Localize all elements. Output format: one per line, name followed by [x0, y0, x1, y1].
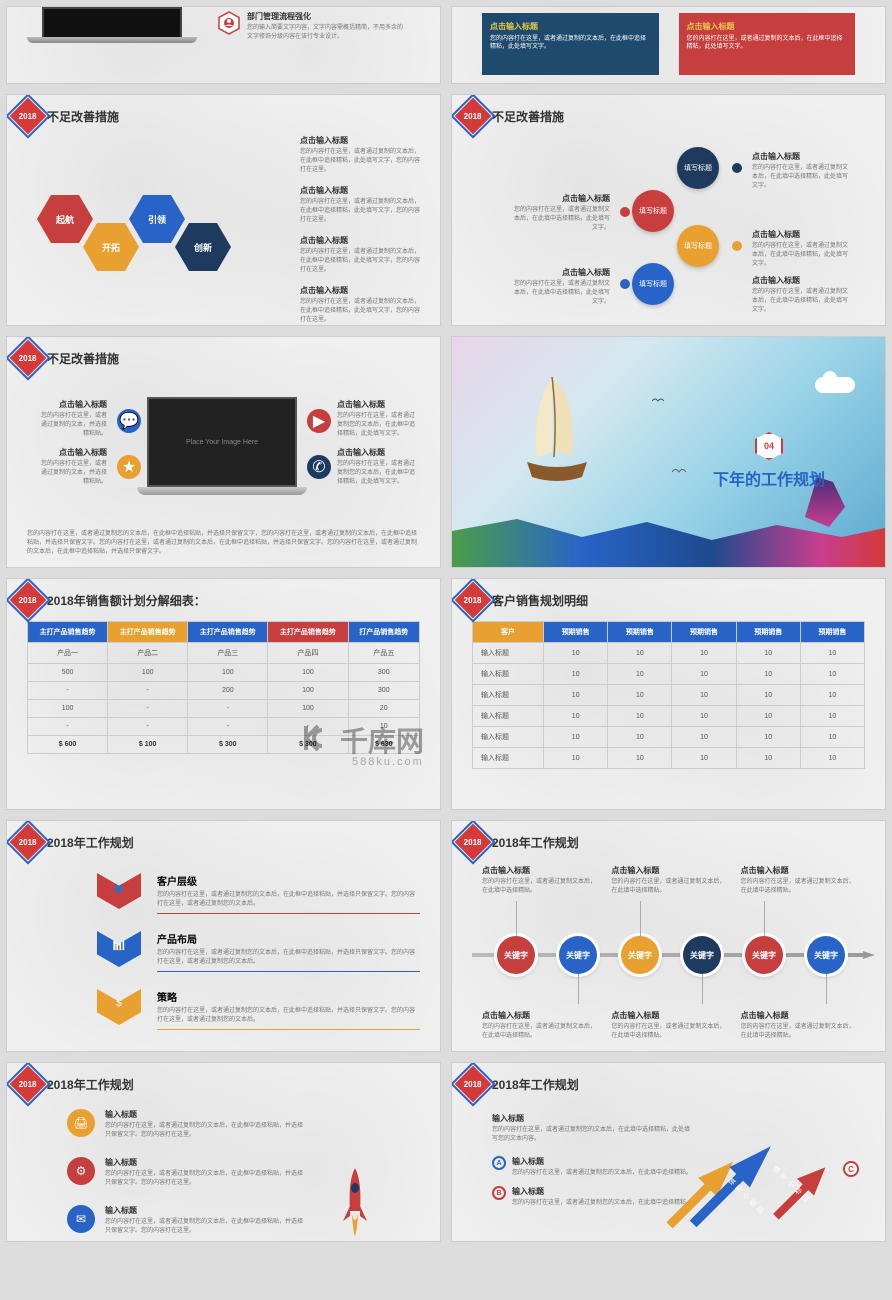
timeline-node: 关键字 [497, 936, 535, 974]
phone-icon: ✆ [307, 455, 331, 479]
table-header: 主打产品销售趋势 [188, 622, 268, 643]
table-header: 主打产品销售趋势 [268, 622, 348, 643]
table-row: 输入标题1010101010 [473, 685, 865, 706]
table-row: 输入标题1010101010 [473, 748, 865, 769]
timeline-node: 关键字 [559, 936, 597, 974]
timeline-node: 关键字 [807, 936, 845, 974]
circle-icon: ✉ [67, 1205, 95, 1233]
slide-7: 20182018年销售额计划分解细表： 主打产品销售趋势主打产品销售趋势主打产品… [6, 578, 441, 810]
slide-11: 20182018年工作规划 🖨输入标题您的内容打在这里，或者通过复制您的文本后，… [6, 1062, 441, 1242]
slide-12: 20182018年工作规划 输入标题您的内容打在这里，或者通过复制您的文本后，在… [451, 1062, 886, 1242]
slide-3: 2018不足改善措施 起航 开拓 引领 创新 点击输入标题您的内容打在这里，或者… [6, 94, 441, 326]
cloud-icon [815, 377, 855, 393]
icon-row: ✉输入标题您的内容打在这里，或者通过复制您的文本后，在此框中追择粘贴，并选择只保… [67, 1205, 305, 1236]
customer-table: 客户预期销售预期销售预期销售预期销售预期销售 输入标题1010101010输入标… [472, 621, 865, 769]
table-header: 预期销售 [736, 622, 800, 643]
table-header: 预期销售 [608, 622, 672, 643]
section-num: 04 [755, 432, 783, 460]
circ-4: 填写标题 [632, 263, 674, 305]
table-row: 输入标题1010101010 [473, 643, 865, 664]
rocket-icon [340, 1166, 370, 1241]
table-header: 预期销售 [544, 622, 608, 643]
circ-2: 填写标题 [632, 190, 674, 232]
table-row: 输入标题1010101010 [473, 706, 865, 727]
timeline-node: 关键字 [745, 936, 783, 974]
table-row: 100--10020 [28, 700, 420, 718]
chevron-icon: 📊 [97, 931, 141, 967]
table-header: 主打产品销售趋势 [28, 622, 108, 643]
info-row: 产品布局您的内容打在这里，或者通过复制您的文本后，在此框中追择粘贴，并选择只保留… [157, 931, 420, 972]
hex-icon [217, 11, 241, 35]
hex-3: 引领 [129, 195, 185, 243]
table-header: 客户 [473, 622, 544, 643]
table-header: 预期销售 [672, 622, 736, 643]
sales-table: 主打产品销售趋势主打产品销售趋势主打产品销售趋势主打产品销售趋势打产品销售趋势 … [27, 621, 420, 754]
table-row: 输入标题1010101010 [473, 664, 865, 685]
hex-4: 创新 [175, 223, 231, 271]
slide-2: 点击输入标题您的内容打在这里，或者通过复制的文本后，在此框中追择精粘，此处填写文… [451, 6, 886, 84]
chevron-icon: $ [97, 989, 141, 1025]
slide-10: 20182018年工作规划 点击输入标题您的内容打在这里，或者通过复制文本后，在… [451, 820, 886, 1052]
hex-1: 起航 [37, 195, 93, 243]
star-icon: ★ [117, 455, 141, 479]
slide-9: 20182018年工作规划 👤客户层级您的内容打在这里，或者通过复制您的文本后，… [6, 820, 441, 1052]
watermark-logo [300, 720, 336, 756]
sailboat-icon [502, 367, 612, 502]
slide-4: 2018不足改善措施 填写标题 填写标题 填写标题 填写标题 点击输入标题您的内… [451, 94, 886, 326]
watermark-sub: 588ku.com [352, 756, 424, 768]
circ-3: 填写标题 [677, 225, 719, 267]
laptop-icon [27, 7, 197, 47]
slide-6-divider: 04 下年的工作规划 [451, 336, 886, 568]
bullet-item: A输入标题您的内容打在这里，或者通过复制您的文本后，在此填中追择精粘。 [492, 1156, 692, 1178]
table-header: 预期销售 [800, 622, 864, 643]
chevron-icon: 👤 [97, 873, 141, 909]
slide-8: 2018客户销售规划明细 客户预期销售预期销售预期销售预期销售预期销售 输入标题… [451, 578, 886, 810]
table-header: 打产品销售趋势 [348, 622, 420, 643]
circ-1: 填写标题 [677, 147, 719, 189]
table-header: 主打产品销售趋势 [108, 622, 188, 643]
play-icon: ▶ [307, 409, 331, 433]
bird-icon [652, 397, 664, 405]
table-row: --200100300 [28, 682, 420, 700]
bullet-item: B输入标题您的内容打在这里，或者通过复制您的文本后，在此填中追择精粘。 [492, 1186, 692, 1208]
circle-icon: 🖨 [67, 1109, 95, 1137]
box-navy: 点击输入标题您的内容打在这里，或者通过复制的文本后，在此框中追择精粘，此处填写文… [482, 13, 659, 75]
slide-5: 2018不足改善措施 Place Your Image Here 💬 ★ ▶ ✆… [6, 336, 441, 568]
laptop-image: Place Your Image Here [137, 397, 307, 495]
info-row: 客户层级您的内容打在这里，或者通过复制您的文本后，在此框中追择粘贴，并选择只保留… [157, 873, 420, 914]
icon-row: 🖨输入标题您的内容打在这里，或者通过复制您的文本后，在此框中追择粘贴，并选择只保… [67, 1109, 305, 1140]
bird-icon [672, 467, 686, 476]
timeline-node: 关键字 [621, 936, 659, 974]
box-red: 点击输入标题您的内容打在这里，或者通过复制的文本后，在此框中追择精粘，此处填写文… [679, 13, 856, 75]
icon-row: ⚙输入标题您的内容打在这里，或者通过复制您的文本后，在此框中追择粘贴，并选择只保… [67, 1157, 305, 1188]
table-row: ----10 [28, 718, 420, 736]
hex-2: 开拓 [83, 223, 139, 271]
timeline-node: 关键字 [683, 936, 721, 974]
info-row: 策略您的内容打在这里，或者通过复制您的文本后，在此框中追择粘贴，并选择只保留文字… [157, 989, 420, 1030]
slide-badge: 2018不足改善措施 [15, 103, 119, 129]
s1-desc: 您的输入简要文字内容，文字内容需概括精简，不用多余的文字修饰分级内容在该行专业设… [247, 24, 407, 42]
chat-icon: 💬 [117, 409, 141, 433]
table-row: 500100100100300 [28, 664, 420, 682]
circle-icon: ⚙ [67, 1157, 95, 1185]
s1-title: 部门管理流程强化 [247, 11, 407, 22]
table-row: 产品一产品二产品三产品四产品五 [28, 643, 420, 664]
section-title: 下年的工作规划 [713, 466, 825, 490]
slide-1: 部门管理流程强化您的输入简要文字内容，文字内容需概括精简，不用多余的文字修饰分级… [6, 6, 441, 84]
table-row: 输入标题1010101010 [473, 727, 865, 748]
slide-grid: 部门管理流程强化您的输入简要文字内容，文字内容需概括精简，不用多余的文字修饰分级… [0, 0, 892, 1248]
